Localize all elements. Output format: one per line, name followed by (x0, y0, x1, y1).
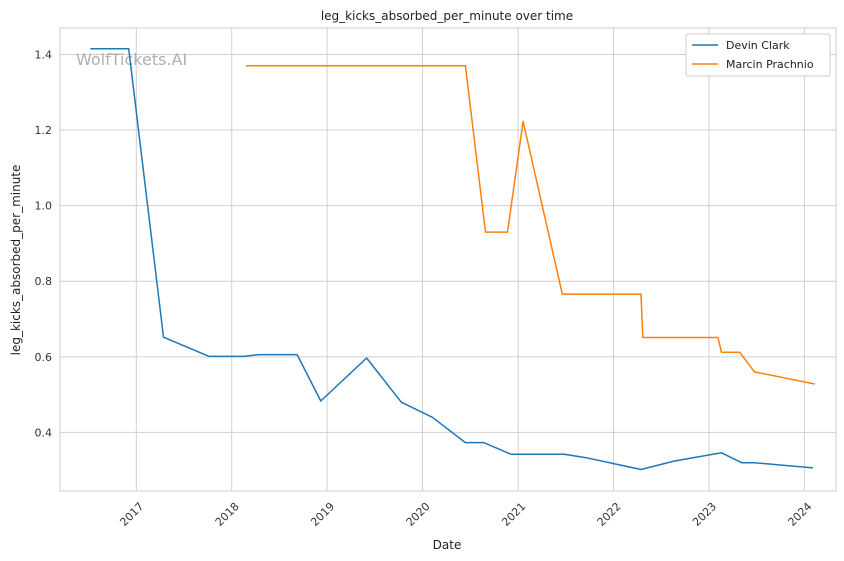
legend-label-devin-clark: Devin Clark (726, 39, 790, 52)
y-tick-label-0.6: 0.6 (35, 351, 53, 364)
y-tick-label-1.0: 1.0 (35, 200, 53, 213)
series-line-devin-clark (90, 48, 814, 471)
y-tick-label-1.4: 1.4 (35, 48, 53, 61)
chart-title: leg_kicks_absorbed_per_minute over time (321, 9, 573, 23)
series-lines (90, 48, 815, 471)
legend: Devin Clark Marcin Prachnio (685, 33, 831, 77)
y-tick-label-1.2: 1.2 (35, 124, 53, 137)
watermark-text: WolfTickets.AI (76, 50, 187, 69)
plot-frame (59, 27, 837, 492)
y-axis-ticks: 0.4 0.6 0.8 1.0 1.2 1.4 (35, 48, 53, 439)
y-tick-label-0.8: 0.8 (35, 275, 53, 288)
y-axis-label: leg_kicks_absorbed_per_minute (9, 165, 23, 356)
legend-label-marcin-prachnio: Marcin Prachnio (726, 58, 814, 71)
y-tick-label-0.4: 0.4 (35, 426, 53, 439)
legend-box (685, 33, 831, 77)
series-line-marcin-prachnio (245, 65, 815, 385)
x-axis-label: Date (433, 538, 462, 552)
